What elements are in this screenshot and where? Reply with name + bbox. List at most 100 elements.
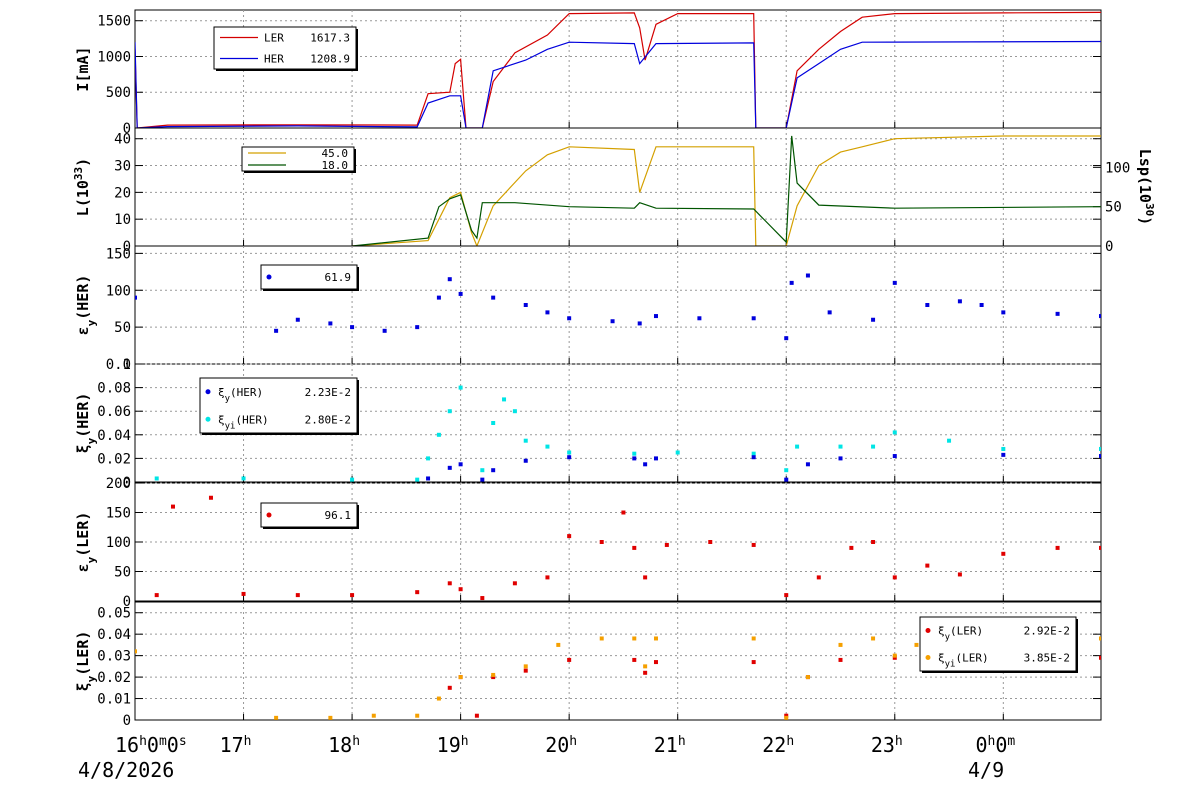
- legend-box: [260, 264, 358, 290]
- data-point: [545, 575, 550, 580]
- y2-axis-label: Lsp(1030): [1136, 149, 1157, 225]
- data-point: [1099, 446, 1101, 451]
- data-point: [643, 664, 648, 669]
- data-point: [871, 636, 876, 641]
- legend: 96.1: [260, 502, 359, 529]
- y-tick-label: 20: [114, 185, 131, 201]
- x-date-right: 4/9: [968, 758, 1004, 782]
- data-point: [458, 291, 463, 296]
- data-point: [805, 273, 810, 278]
- y2-tick-label: 100: [1105, 160, 1130, 176]
- y-tick-label: 0: [123, 594, 131, 610]
- data-point: [664, 542, 669, 547]
- x-tick-label: 17h: [220, 733, 252, 757]
- y-axis-label: ξy(HER): [74, 393, 98, 454]
- y-tick-label: 0: [123, 239, 131, 255]
- data-point: [1001, 452, 1006, 457]
- data-point: [789, 280, 794, 285]
- data-point: [784, 713, 789, 718]
- data-point: [567, 316, 572, 321]
- legend-label: ξy(HER): [218, 386, 263, 404]
- data-point: [892, 575, 897, 580]
- data-point: [491, 295, 496, 300]
- data-point: [871, 444, 876, 449]
- data-point: [512, 581, 517, 586]
- data-point: [328, 321, 333, 326]
- legend-value: 1617.3: [310, 32, 350, 45]
- data-point: [241, 591, 246, 596]
- x-tick-label: 22h: [762, 733, 794, 757]
- series-line-ler: [135, 11, 1101, 128]
- data-point: [523, 664, 528, 669]
- data-point: [1099, 636, 1101, 641]
- data-point: [784, 336, 789, 341]
- panel-emit_ler: 0 50 100 150 200 εy(LER) 96.1: [74, 476, 1102, 610]
- data-point: [816, 575, 821, 580]
- y-tick-label: 0.04: [97, 627, 131, 643]
- data-point: [1099, 655, 1101, 660]
- data-point: [523, 668, 528, 673]
- data-point: [447, 685, 452, 690]
- series-group: [135, 273, 1101, 341]
- data-point: [784, 715, 789, 720]
- data-point: [436, 295, 441, 300]
- legend-value: 2.23E-2: [305, 386, 351, 399]
- data-point: [1099, 454, 1101, 459]
- data-point: [675, 450, 680, 455]
- data-point: [1055, 545, 1060, 550]
- panel-current: 0 500 1000 1500 I[mA] LER 1617.3 HER 1208.9: [74, 9, 1102, 137]
- data-point: [447, 409, 452, 414]
- legend: LER 1617.3 HER 1208.9: [213, 26, 358, 71]
- x-tick-label: 16h0m0s: [115, 733, 187, 757]
- legend-label: ξyi(HER): [218, 413, 269, 431]
- y-tick-label: 0.05: [97, 606, 131, 622]
- data-point: [458, 462, 463, 467]
- y-axis-label: εy(LER): [74, 512, 98, 573]
- data-point: [480, 596, 485, 601]
- data-point: [653, 660, 658, 665]
- legend-swatch-dot: [925, 628, 931, 633]
- data-point: [784, 593, 789, 598]
- data-point: [170, 504, 175, 509]
- data-point: [871, 540, 876, 544]
- data-point: [135, 295, 137, 300]
- data-point: [523, 458, 528, 463]
- series-line-her: [135, 40, 1101, 128]
- panel-xi_her: 0 0.02 0.04 0.06 0.08 0.1 ξy(HER) ξy(HER) 2.23E-…: [74, 357, 1102, 491]
- data-point: [827, 310, 832, 315]
- legend-swatch-dot: [205, 416, 211, 422]
- data-point: [512, 409, 517, 414]
- data-point: [545, 444, 550, 449]
- data-point: [849, 545, 854, 550]
- legend-value: 45.0: [322, 147, 349, 160]
- data-point: [838, 657, 843, 662]
- x-tick-label: 18h: [328, 733, 360, 757]
- x-date-left: 4/8/2026: [78, 758, 174, 782]
- y-axis-label: ξy(LER): [74, 631, 98, 692]
- legend-value: 3.85E-2: [1024, 652, 1070, 665]
- legend-box: [241, 146, 355, 172]
- data-point: [632, 657, 637, 662]
- data-point: [382, 328, 387, 333]
- data-point: [274, 715, 279, 720]
- y-tick-label: 0: [123, 357, 131, 373]
- data-point: [567, 534, 572, 539]
- series-group: [135, 11, 1101, 128]
- panel-luminosity: 0 10 20 30 40 0 50 100 Lsp(1030) L(1033) 45.018.0: [72, 127, 1157, 255]
- data-point: [426, 456, 431, 461]
- data-point: [838, 444, 843, 449]
- y-axis-label: εy(HER): [74, 275, 98, 336]
- legend-box: [260, 502, 358, 528]
- data-point: [653, 456, 658, 461]
- legend-value: 61.9: [325, 271, 352, 284]
- y-axis-label: I[mA]: [74, 46, 92, 91]
- data-point: [957, 572, 962, 577]
- data-point: [447, 465, 452, 470]
- data-point: [599, 636, 604, 641]
- data-point: [795, 444, 800, 449]
- y2-tick-label: 0: [1105, 239, 1113, 255]
- y-tick-label: 0.02: [97, 670, 131, 686]
- plot-frame: [134, 245, 1102, 365]
- data-point: [979, 303, 984, 307]
- data-point: [447, 581, 452, 586]
